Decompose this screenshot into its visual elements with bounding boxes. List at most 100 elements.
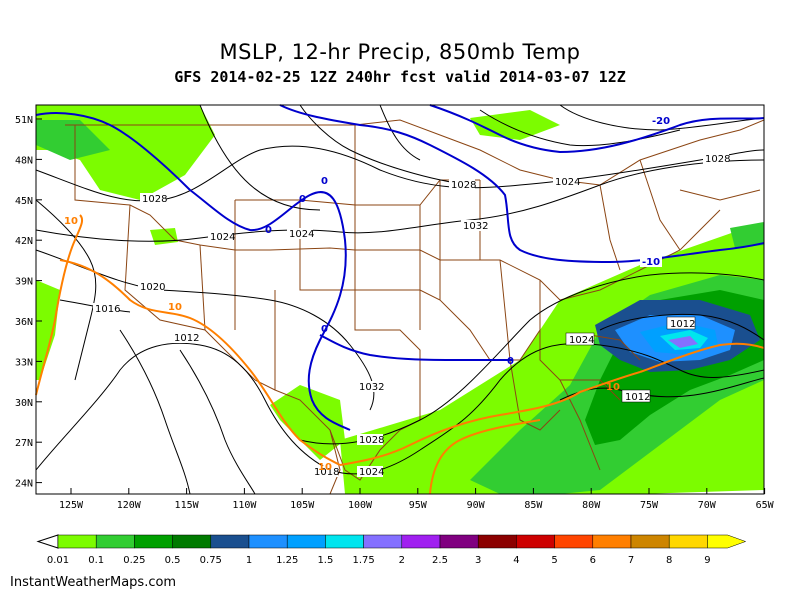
cold-isotherms [35,104,765,431]
legend-value: 2 [399,555,405,566]
legend-swatch [210,534,250,549]
legend-swatch [668,534,708,549]
legend-value: 1.25 [276,555,298,566]
legend-value: 7 [628,555,634,566]
legend-value: 0.25 [123,555,145,566]
lat-label: 27N [15,438,33,449]
lon-label: 70W [698,500,717,511]
pressure-label: 1016 [95,304,120,315]
pressure-label: 1028 [451,180,476,191]
lon-label: 110W [232,500,257,511]
legend-value: 0.5 [165,555,181,566]
lon-label: 120W [117,500,142,511]
precip-legend: 0.01 0.1 0.25 0.5 0.75 1 1.25 1.5 1.75 2 2.5 3 4 5 6 7 8… [36,534,747,566]
lon-label: 105W [290,500,315,511]
lat-label: 51N [15,115,33,126]
pressure-label: 1032 [359,382,384,393]
lon-label: 65W [756,500,775,511]
temp-label: 10 [168,302,182,313]
lon-label: 100W [348,500,373,511]
pressure-label: 1012 [174,333,199,344]
temp-label: 0 [507,356,514,367]
lat-label: 30N [15,398,33,409]
legend-value: 9 [704,555,710,566]
latitude-axis: 51N 48N 45N 42N 39N 36N 33N 30N 27N 24N [15,115,42,490]
legend-swatch [57,534,97,549]
lon-label: 75W [640,500,659,511]
lat-label: 39N [15,277,33,288]
pressure-label: 1012 [670,319,695,330]
temp-label: 10 [318,462,332,473]
temp-label: -10 [642,257,660,268]
pressure-label: 1028 [142,194,167,205]
legend-value: 6 [590,555,596,566]
legend-left-arrow [36,534,59,549]
map-subtitle: GFS 2014-02-25 12Z 240hr fcst valid 2014… [174,68,626,86]
legend-value: 0.75 [200,555,222,566]
pressure-label: 1012 [625,392,650,403]
legend-swatch [707,534,747,549]
lon-label: 90W [467,500,486,511]
legend-swatch [439,534,479,549]
legend-swatch [286,534,326,549]
legend-swatch [592,534,632,549]
temp-label: 0 [321,176,328,187]
temp-label: 0 [299,194,306,205]
lon-label: 80W [582,500,601,511]
lat-label: 45N [15,196,33,207]
pressure-label: 1024 [210,232,235,243]
pressure-label-group: 1028 1028 1024 1028 1024 1024 1032 1020 … [93,153,730,478]
legend-value: 3 [475,555,481,566]
pressure-label: 1018 [314,467,339,478]
legend-value: 5 [551,555,557,566]
lat-label: 36N [15,317,33,328]
pressure-label: 1020 [140,282,165,293]
temp-label: 0 [321,324,328,335]
temp-label: -20 [652,116,670,127]
lon-label: 115W [175,500,200,511]
legend-swatch [630,534,670,549]
lat-label: 24N [15,479,33,490]
lon-label: 125W [59,500,84,511]
pressure-label: 1024 [359,467,384,478]
lat-label: 33N [15,357,33,368]
pressure-label: 1024 [289,229,314,240]
temp-label: 10 [64,216,78,227]
precipitation-layer [36,105,764,494]
legend-value: 0.01 [47,555,69,566]
legend-value: 1.5 [317,555,333,566]
lon-label: 95W [409,500,428,511]
map-frame [35,104,765,495]
legend-swatch [134,534,173,549]
site-credit: InstantWeatherMaps.com [10,575,177,590]
pressure-label: 1032 [463,221,488,232]
legend-value: 4 [513,555,519,566]
pressure-label: 1028 [705,154,730,165]
legend-swatch [172,534,212,549]
temperature-label-group: -20 -10 0 0 0 0 0 10 10 10 10 [64,114,672,473]
legend-value: 0.1 [88,555,104,566]
lat-label: 48N [15,155,33,166]
lon-label: 85W [524,500,543,511]
legend-value: 1.75 [352,555,374,566]
warm-isotherms [35,214,765,495]
isobars [35,104,765,495]
legend-swatch [95,534,135,549]
legend-swatch [477,534,517,549]
legend-value: 2.5 [432,555,448,566]
legend-swatch [248,534,288,549]
legend-swatch [554,534,594,549]
legend-swatch [401,534,441,549]
temp-label: 0 [265,225,272,236]
longitude-axis: 125W 120W 115W 110W 105W 100W 95W 90W 85W 80W 75W 7… [59,488,775,511]
pressure-label: 1024 [569,335,594,346]
legend-swatch [516,534,555,549]
pressure-label: 1028 [359,435,384,446]
lat-label: 42N [15,236,33,247]
pressure-label: 1024 [555,177,580,188]
legend-value: 8 [666,555,672,566]
legend-swatch [363,534,403,549]
temp-label: 10 [606,382,620,393]
legend-swatch [325,534,364,549]
